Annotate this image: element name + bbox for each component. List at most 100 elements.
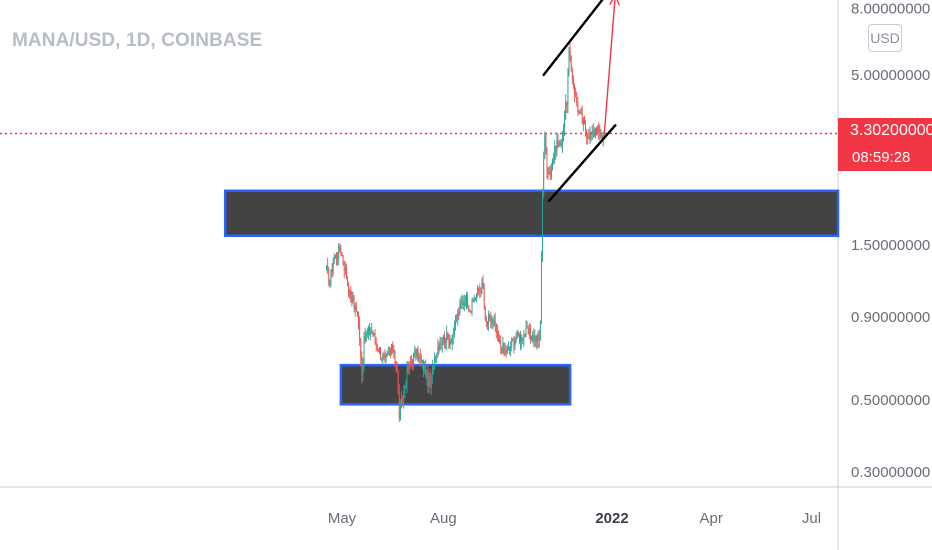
y-tick-label: 5.00000000	[851, 67, 930, 84]
candle-body	[450, 340, 452, 343]
candle-body	[598, 126, 600, 133]
candle-body	[558, 145, 560, 146]
candle-body	[591, 130, 593, 135]
candle-body	[478, 287, 480, 291]
candle-body	[579, 111, 581, 113]
channel-upper-line[interactable]	[542, 0, 611, 77]
candle-body	[548, 171, 550, 175]
candle-body	[334, 254, 336, 259]
zone-rect-2[interactable]	[339, 363, 572, 406]
candle-body	[469, 310, 471, 312]
candle-body	[513, 339, 515, 347]
candle-body	[568, 50, 570, 75]
candle-body	[563, 129, 564, 135]
candle-body	[433, 367, 434, 370]
candle-body	[485, 320, 487, 323]
candle-body	[522, 339, 524, 342]
candle-body	[588, 136, 590, 139]
candle-body	[492, 320, 494, 323]
channel-lower-line[interactable]	[547, 124, 617, 202]
candle-body	[412, 361, 413, 365]
candle-body	[420, 358, 422, 362]
candle-body	[571, 69, 573, 80]
candle-body	[494, 320, 496, 324]
candle-body	[578, 111, 580, 113]
projection-arrow-head	[609, 0, 620, 6]
candle-body	[567, 74, 569, 105]
candle-body	[374, 332, 376, 341]
candle-body	[401, 399, 402, 405]
candle-body	[338, 246, 340, 259]
candle-body	[542, 193, 544, 260]
candle-body	[403, 393, 405, 403]
candle-body	[489, 315, 491, 317]
candle-body	[365, 335, 367, 342]
zone-rect-1[interactable]	[223, 189, 840, 238]
candle-body	[456, 320, 458, 322]
y-tick-label: 8.00000000	[851, 1, 930, 18]
candle-body	[536, 335, 538, 343]
candle-body	[369, 327, 371, 335]
candle-body	[541, 259, 542, 322]
candle-body	[599, 131, 601, 133]
candle-body	[385, 355, 387, 358]
candle-body	[424, 366, 426, 372]
candle-body	[565, 101, 567, 119]
candle-body	[484, 306, 486, 321]
candle-body	[402, 399, 404, 403]
candle-body	[370, 332, 372, 335]
candle-body	[372, 330, 374, 335]
candle-body	[410, 361, 412, 364]
candle-body	[549, 171, 551, 177]
candle-body	[528, 327, 530, 335]
candle-body	[574, 85, 575, 94]
current-price-tag: 3.30200000 08:59:28	[838, 118, 932, 171]
candle-body	[603, 133, 605, 136]
candle-body	[428, 377, 430, 386]
candle-body	[436, 353, 438, 360]
candle-body	[347, 279, 348, 286]
candle-body	[360, 338, 362, 359]
candle-body	[394, 350, 396, 362]
candle-body	[561, 134, 563, 146]
candle-body	[415, 350, 417, 357]
candle-body	[475, 293, 477, 298]
candle-body	[462, 301, 464, 306]
candle-body	[418, 356, 420, 362]
candle-body	[413, 353, 415, 365]
candle-body	[393, 350, 395, 353]
candle-body	[419, 356, 421, 359]
candle-body	[509, 347, 510, 349]
x-tick-label: Apr	[700, 510, 723, 527]
candle-body	[351, 295, 353, 302]
candle-body	[383, 354, 385, 357]
candle-body	[507, 347, 509, 350]
candle-body	[472, 299, 474, 302]
candle-body	[430, 375, 432, 387]
projection-arrow-line[interactable]	[603, 0, 616, 134]
candle-body	[388, 351, 390, 353]
candle-body	[339, 246, 341, 253]
candle-body	[453, 322, 455, 336]
candle-body	[447, 333, 449, 340]
candle-body	[438, 347, 440, 349]
candle-body	[426, 370, 428, 378]
candle-body	[543, 158, 545, 194]
x-tick-label: 2022	[595, 510, 628, 527]
candle-body	[555, 145, 557, 154]
candle-body	[421, 361, 423, 362]
currency-button[interactable]: USD	[868, 24, 902, 52]
candle-body	[521, 335, 523, 342]
candle-body	[483, 284, 485, 307]
candle-body	[445, 342, 447, 344]
candle-body	[349, 290, 351, 296]
candle-body	[495, 323, 497, 334]
candle-body	[345, 267, 347, 280]
candle-body	[535, 335, 537, 343]
candle-body	[344, 267, 346, 271]
candle-body	[348, 285, 350, 296]
candle-body	[587, 136, 589, 138]
candle-body	[468, 307, 470, 311]
